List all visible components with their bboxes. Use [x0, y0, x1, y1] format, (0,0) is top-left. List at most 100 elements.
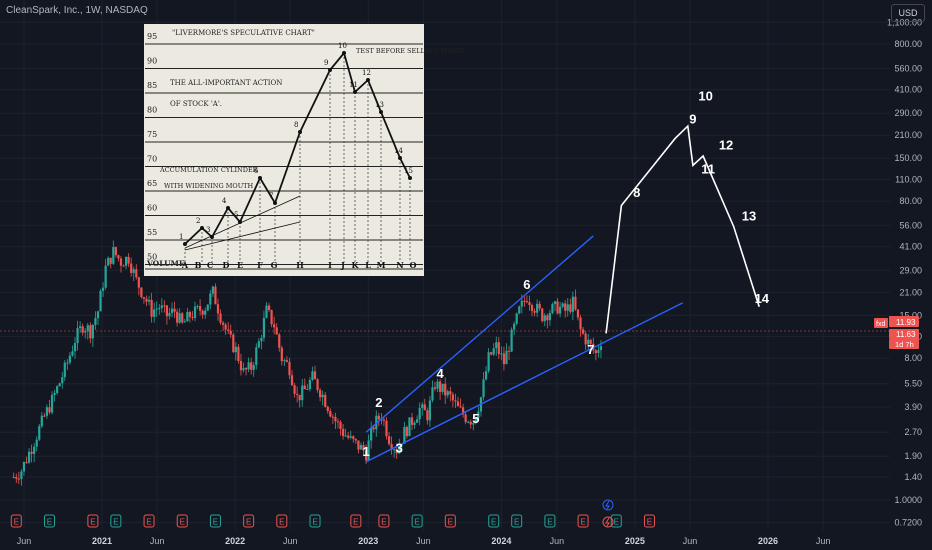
candle-body	[27, 451, 31, 463]
candle-body	[40, 415, 43, 427]
event-marker[interactable]	[43, 514, 55, 528]
event-marker-label: E	[353, 518, 358, 527]
event-marker-label: E	[381, 518, 386, 527]
candle-body	[393, 449, 396, 451]
currency-button[interactable]: USD	[891, 4, 925, 22]
candle-body	[137, 277, 140, 288]
candle-body	[316, 379, 319, 390]
candle-body	[273, 324, 276, 328]
candle-body	[461, 407, 465, 415]
candle-body	[170, 308, 174, 313]
inset-volume-letter: A	[181, 260, 189, 270]
candle-body	[142, 297, 146, 299]
candle-body	[569, 304, 572, 312]
event-marker[interactable]	[276, 514, 288, 528]
inset-volume-letter: D	[223, 260, 230, 270]
price-tick-label: 800.00	[894, 39, 922, 49]
candle-body	[336, 421, 340, 423]
inset-volume-letter: K	[352, 260, 360, 270]
candle-body	[553, 301, 557, 305]
event-marker[interactable]	[176, 514, 188, 528]
event-marker[interactable]	[309, 514, 321, 528]
inset-volume-letter: O	[410, 260, 417, 270]
candle-body	[252, 365, 255, 370]
inset-volume-letter: E	[237, 260, 243, 270]
candle-body	[451, 394, 454, 401]
time-axis[interactable]: Jun 2021 Jun 2022 Jun 2023 Jun 2024 Jun 2025 Jun 20…	[17, 536, 831, 546]
price-tick-label: 1.40	[904, 472, 922, 482]
candle-body	[446, 391, 449, 396]
candle-body	[418, 407, 421, 420]
candle-body	[193, 306, 197, 318]
candle-body	[104, 265, 107, 288]
wave-label-13: 13	[742, 209, 756, 224]
event-marker-label: E	[580, 518, 585, 527]
previous-price-tag: 11.63	[896, 330, 916, 339]
candle-body	[181, 313, 184, 323]
price-tick-label: 0.7200	[894, 517, 922, 527]
event-marker[interactable]	[544, 514, 556, 528]
time-tick-label: Jun	[17, 536, 32, 546]
wave-label-4: 4	[436, 366, 444, 381]
candle-body	[214, 286, 217, 305]
event-marker-label: E	[279, 518, 284, 527]
event-marker[interactable]	[10, 514, 22, 528]
candle-body	[303, 385, 306, 390]
event-marker[interactable]	[143, 514, 155, 528]
inset-point-label: 5	[234, 211, 238, 219]
candle-body	[178, 313, 181, 323]
candle-body	[515, 313, 518, 324]
candle-body	[449, 391, 452, 395]
event-marker[interactable]	[610, 514, 622, 528]
price-tick-label: 290.00	[894, 108, 922, 118]
price-tick-label: 29.00	[899, 265, 922, 275]
event-marker[interactable]	[110, 514, 122, 528]
event-marker[interactable]	[643, 514, 655, 528]
event-marker[interactable]	[488, 514, 500, 528]
price-tick-label: 410.00	[894, 85, 922, 95]
event-marker[interactable]	[350, 514, 362, 528]
inset-subtitle-2: OF STOCK 'A'.	[170, 100, 222, 108]
inset-point-label: 8	[294, 121, 298, 129]
candle-body	[518, 306, 521, 314]
candle-body	[439, 381, 442, 392]
candle-body	[459, 406, 462, 408]
candle-body	[413, 422, 416, 425]
candle-body	[43, 415, 46, 417]
candle-body	[490, 352, 493, 355]
inset-point-label: 2	[196, 217, 200, 225]
event-marker[interactable]	[209, 514, 221, 528]
event-marker[interactable]	[87, 514, 99, 528]
candle-body	[244, 368, 248, 370]
candle-body	[270, 309, 273, 325]
candle-body	[50, 394, 54, 413]
candle-body	[566, 304, 569, 311]
candle-body	[33, 446, 36, 454]
candle-body	[147, 299, 151, 302]
candle-body	[227, 329, 230, 331]
candle-body	[183, 321, 186, 323]
event-marker[interactable]	[411, 514, 423, 528]
candle-body	[45, 407, 49, 416]
event-marker[interactable]	[444, 514, 456, 528]
candle-body	[107, 257, 110, 266]
inset-point	[200, 226, 204, 230]
candle-body	[390, 443, 393, 450]
candle-body	[546, 315, 549, 321]
candle-body	[250, 362, 253, 370]
candle-body	[71, 351, 74, 356]
event-marker[interactable]	[577, 514, 589, 528]
event-marker[interactable]	[378, 514, 390, 528]
candle-body	[574, 296, 577, 310]
event-marker[interactable]	[511, 514, 523, 528]
wedge-channel[interactable]	[365, 235, 683, 463]
event-marker[interactable]	[243, 514, 255, 528]
price-axis[interactable]: 1,100.00 800.00 560.00 410.00 290.00 210.00 15…	[887, 17, 922, 527]
inset-volume-letter: B	[195, 260, 202, 270]
candle-body	[301, 385, 304, 401]
projection-path[interactable]	[605, 124, 760, 334]
candle-body	[224, 324, 227, 330]
lightning-icon[interactable]	[602, 499, 614, 528]
